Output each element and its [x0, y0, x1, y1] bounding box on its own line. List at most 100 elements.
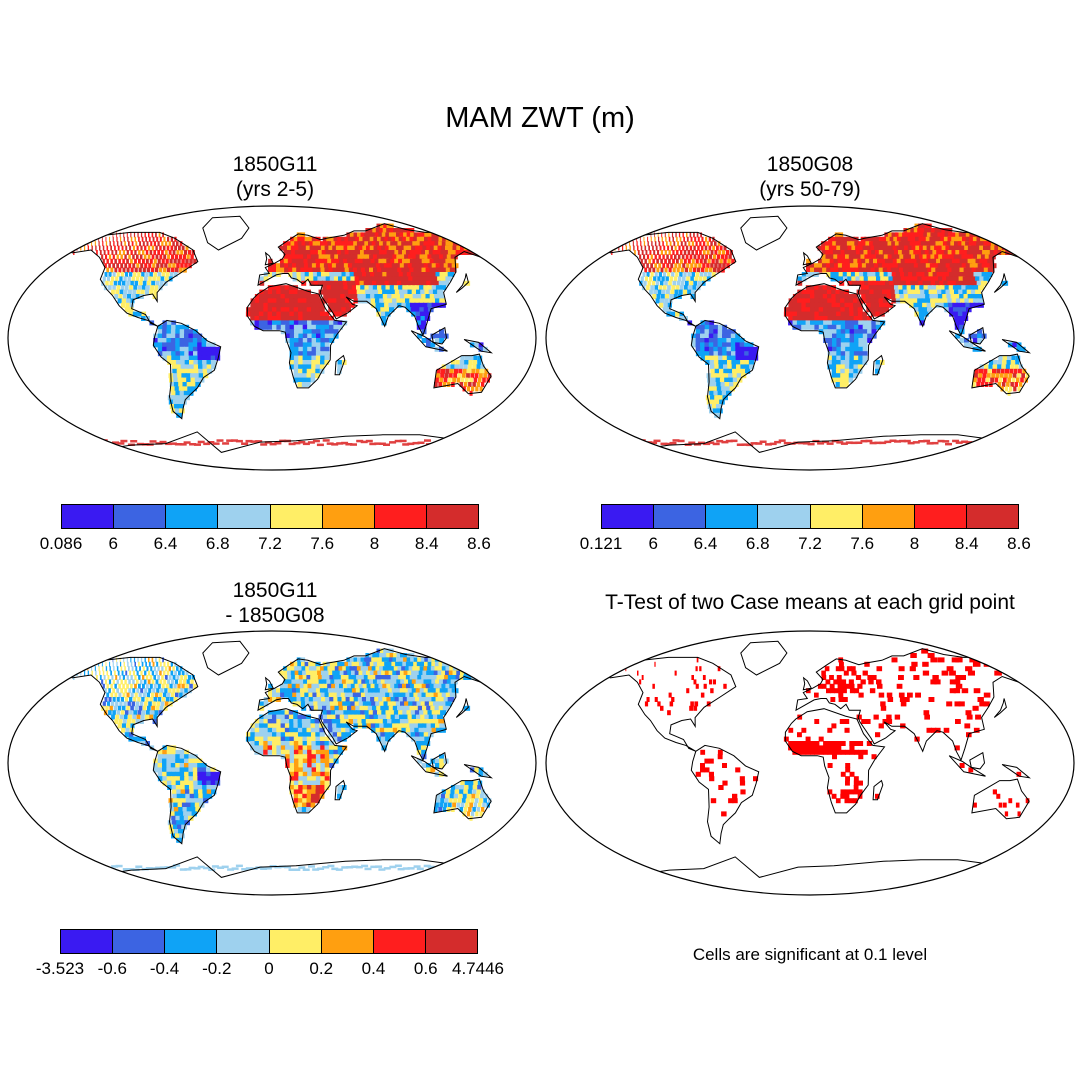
grid-cell [401, 666, 408, 672]
grid-cell [293, 311, 299, 317]
grid-cell [945, 289, 952, 295]
grid-cell [735, 338, 741, 343]
grid-cell [431, 697, 438, 702]
grid-cell [162, 745, 168, 751]
grid-cell [340, 723, 346, 729]
grid-cell [272, 719, 277, 724]
grid-cell [739, 338, 745, 343]
grid-cell [408, 666, 416, 672]
grid-cell [433, 258, 441, 264]
grid-cell [289, 741, 295, 746]
grid-cell [717, 351, 724, 357]
coastline-au [433, 353, 492, 395]
grid-cell [298, 732, 304, 738]
grid-cell [445, 276, 452, 282]
grid-cell [980, 280, 988, 286]
grid-cell [303, 254, 309, 260]
grid-cell [433, 276, 440, 282]
grid-cell [688, 241, 691, 247]
grid-cell [702, 263, 706, 269]
grid-cell [391, 276, 398, 282]
grid-cell [179, 692, 183, 698]
grid-cell [116, 232, 117, 238]
grid-cell [288, 714, 294, 720]
grid-cell [95, 670, 97, 676]
grid-cell [864, 280, 870, 286]
grid-cell [179, 408, 185, 414]
grid-cell [172, 373, 179, 379]
grid-cell [466, 386, 471, 392]
grid-cell [307, 771, 313, 777]
grid-cell [463, 789, 468, 795]
grid-cell [320, 758, 326, 764]
grid-cell [979, 258, 987, 264]
grid-cell [462, 386, 466, 392]
grid-cell [437, 701, 444, 707]
grid-cell [137, 285, 142, 291]
grid-cell [713, 351, 719, 357]
grid-cell [285, 320, 291, 326]
grid-cell [917, 302, 924, 308]
grid-cell [925, 298, 932, 304]
grid-cell [345, 254, 352, 260]
grid-cell [817, 258, 823, 264]
grid-cell [171, 254, 175, 260]
grid-cell [659, 245, 662, 251]
grid-cell [320, 692, 326, 698]
antarctic-fringe-cell [402, 443, 410, 446]
grid-cell [1015, 355, 1021, 361]
grid-cell [682, 263, 686, 269]
grid-cell [822, 294, 828, 299]
grid-cell [419, 697, 426, 702]
grid-cell [319, 258, 325, 264]
grid-cell [458, 368, 463, 374]
grid-cell [272, 285, 277, 291]
grid-cell [463, 382, 468, 387]
grid-cell [415, 272, 422, 277]
grid-cell [250, 741, 256, 746]
grid-cell [691, 241, 694, 247]
grid-cell [122, 692, 126, 698]
grid-cell [123, 714, 128, 720]
grid-cell [694, 263, 698, 269]
grid-cell [917, 228, 924, 233]
antarctic-fringe-cell [620, 440, 628, 444]
grid-cell [206, 364, 212, 370]
grid-cell [358, 683, 365, 689]
grid-cell [992, 368, 997, 374]
grid-cell [302, 316, 308, 321]
grid-cell [337, 320, 343, 326]
grid-cell [170, 763, 176, 768]
grid-cell [296, 276, 302, 282]
grid-cell [302, 333, 308, 339]
grid-cell [378, 272, 384, 277]
grid-cell [328, 267, 334, 273]
grid-cell [125, 727, 130, 733]
grid-cell [826, 289, 832, 295]
grid-cell [210, 346, 216, 352]
grid-cell [801, 289, 807, 295]
grid-cell [682, 245, 685, 251]
grid-cell [950, 241, 958, 247]
colorbar-tick-label: 6.8 [745, 534, 770, 553]
grid-cell [918, 280, 924, 286]
grid-cell [280, 324, 286, 330]
grid-cell [836, 355, 842, 361]
coastline-sa [690, 319, 760, 420]
grid-cell [958, 320, 965, 326]
grid-cell [618, 236, 619, 242]
grid-cell [331, 263, 338, 269]
grid-cell [666, 263, 670, 269]
coastline-na [62, 231, 199, 327]
grid-cell [291, 250, 296, 255]
grid-cell [315, 302, 321, 308]
grid-cell [400, 254, 407, 260]
grid-cell [670, 254, 673, 260]
grid-cell [672, 267, 676, 273]
antarctic-fringe-cell [669, 441, 677, 445]
grid-cell [384, 245, 392, 251]
grid-cell [834, 263, 839, 269]
grid-cell [367, 675, 374, 680]
grid-cell [311, 368, 316, 374]
grid-cell [365, 294, 372, 299]
